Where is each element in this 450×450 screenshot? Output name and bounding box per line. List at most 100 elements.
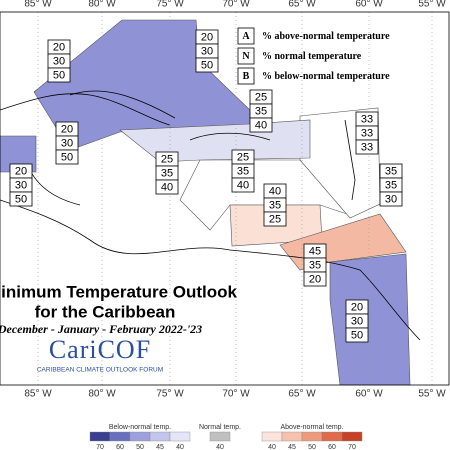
longitude-label: 85° W [24,389,52,400]
map-frame [0,11,450,386]
probability-value: 35 [269,199,281,211]
legend-letter: N [242,51,250,62]
probability-value: 20 [351,301,363,313]
colorbar-swatch [169,431,191,442]
colorbar-tick: 45 [288,444,296,450]
longitude-label: 75° W [156,0,184,10]
probability-value: 50 [351,329,363,341]
probability-value: 30 [53,55,65,67]
longitude-label: 80° W [88,389,116,400]
longitude-label: 85° W [24,0,52,10]
colorbar-tick: 60 [116,444,124,450]
colorbar-swatch [209,431,231,442]
probability-value: 33 [361,113,373,125]
colorbar-swatch [149,431,171,442]
probability-value: 45 [309,245,321,257]
legend-text: % above-normal temperature [262,31,390,42]
colorbar-swatch [129,431,151,442]
probability-cell [231,177,255,193]
legend-letter: B [243,71,250,82]
probability-value: 20 [53,41,65,53]
colorbar-label: Above-normal temp. [280,424,343,431]
colorbar-swatch [281,431,303,442]
probability-value: 33 [361,141,373,153]
longitude-label: 65° W [288,389,316,400]
probability-value: 35 [237,165,249,177]
probability-value: 40 [255,119,267,131]
probability-value: 50 [61,151,73,163]
probability-value: 33 [361,127,373,139]
longitude-label: 80° W [88,0,116,10]
probability-value: 50 [201,59,213,71]
probability-value: 40 [161,181,173,193]
longitude-label: 55° W [418,389,446,400]
probability-value: 25 [161,153,173,165]
longitude-label: 60° W [355,389,383,400]
colorbar-label: Normal temp. [199,424,241,431]
probability-value: 20 [201,31,213,43]
longitude-label: 55° W [418,0,446,10]
colorbar-tick: 40 [176,444,184,450]
title: for the Caribbean [35,302,176,321]
probability-cell [47,67,71,83]
probability-value: 20 [309,273,321,285]
colorbar-tick: 70 [96,444,104,450]
probability-value: 35 [309,259,321,271]
probability-cell [195,57,219,73]
colorbar-tick: 40 [216,444,224,450]
probability-cell [355,139,379,155]
probability-cell [263,211,287,227]
probability-value: 35 [385,179,397,191]
probability-value: 30 [351,315,363,327]
probability-value: 25 [255,91,267,103]
colorbar-tick: 50 [308,444,316,450]
probability-value: 35 [255,105,267,117]
probability-cell [379,191,403,207]
probability-value: 30 [385,193,397,205]
subtitle: December - January - February 2022-'23 [0,322,202,336]
legend-key [237,27,255,45]
colorbar-swatch [89,431,111,442]
probability-value: 25 [269,213,281,225]
legend-key [237,67,255,85]
probability-value: 50 [15,193,27,205]
legend-text: % below-normal temperature [262,71,390,82]
colorbar-swatch [261,431,283,442]
longitude-label: 60° W [355,0,383,10]
longitude-label: 70° W [222,389,250,400]
probability-value: 35 [161,167,173,179]
probability-cell [55,149,79,165]
colorbar-label: Below-normal temp. [109,424,171,431]
colorbar-tick: 45 [156,444,164,450]
legend-letter: A [242,31,250,42]
probability-value: 35 [385,165,397,177]
probability-cell [9,191,33,207]
colorbar-swatch [109,431,131,442]
probability-cell [249,117,273,133]
longitude-label: 70° W [222,0,250,10]
logo: CariCOF [49,335,151,364]
colorbar-tick: 50 [136,444,144,450]
probability-value: 30 [61,137,73,149]
probability-value: 30 [201,45,213,57]
probability-value: 20 [15,165,27,177]
coastlines [0,90,421,341]
title: Minimum Temperature Outlook [0,282,238,301]
logo-subtitle: CARIBBEAN CLIMATE OUTLOOK FORUM [37,367,163,374]
colorbar-tick: 70 [348,444,356,450]
colorbar-tick: 60 [328,444,336,450]
colorbar-swatch [301,431,323,442]
colorbar-swatch [341,431,363,442]
probability-cell [155,179,179,195]
colorbar-swatch [321,431,343,442]
longitude-label: 65° W [288,0,316,10]
probability-value: 40 [237,179,249,191]
probability-value: 50 [53,69,65,81]
probability-value: 40 [269,185,281,197]
colorbar-tick: 40 [268,444,276,450]
legend-text: % normal temperature [262,51,362,62]
probability-value: 25 [237,151,249,163]
probability-cell [303,271,327,287]
probability-value: 20 [61,123,73,135]
